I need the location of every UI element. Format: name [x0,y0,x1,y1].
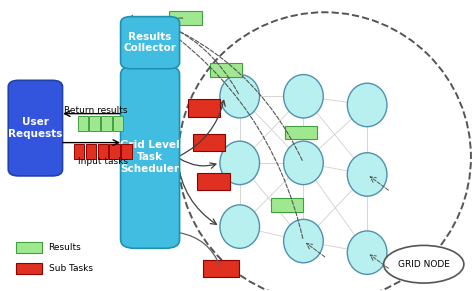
Text: User
Requests: User Requests [8,117,63,139]
Text: Grid Level
Task
Scheduler: Grid Level Task Scheduler [120,141,180,174]
Text: Sub Tasks: Sub Tasks [49,265,92,273]
Ellipse shape [283,74,323,118]
FancyBboxPatch shape [8,80,63,176]
Text: GRID NODE: GRID NODE [398,260,450,269]
FancyBboxPatch shape [271,198,303,212]
FancyBboxPatch shape [74,144,84,159]
Text: Return results: Return results [64,106,128,115]
Ellipse shape [220,205,260,248]
FancyBboxPatch shape [86,144,96,159]
Text: Input tasks: Input tasks [78,157,128,166]
FancyBboxPatch shape [16,263,42,274]
FancyBboxPatch shape [90,116,100,131]
FancyBboxPatch shape [121,144,132,159]
Ellipse shape [283,219,323,263]
FancyBboxPatch shape [193,134,225,151]
FancyBboxPatch shape [169,11,201,25]
Ellipse shape [283,141,323,184]
FancyBboxPatch shape [113,116,123,131]
Ellipse shape [347,231,387,274]
Ellipse shape [347,153,387,196]
FancyBboxPatch shape [203,260,238,277]
Text: Results: Results [49,243,82,252]
FancyBboxPatch shape [188,99,220,116]
Text: Results
Collector: Results Collector [124,32,176,54]
FancyBboxPatch shape [120,17,180,69]
FancyBboxPatch shape [109,144,120,159]
FancyBboxPatch shape [16,242,42,253]
FancyBboxPatch shape [210,63,242,77]
Ellipse shape [220,74,260,118]
FancyBboxPatch shape [120,66,180,248]
FancyBboxPatch shape [285,125,317,139]
Ellipse shape [220,141,260,184]
Ellipse shape [347,83,387,127]
FancyBboxPatch shape [98,144,108,159]
Ellipse shape [383,245,464,283]
FancyBboxPatch shape [101,116,111,131]
FancyBboxPatch shape [78,116,88,131]
FancyBboxPatch shape [197,173,230,190]
